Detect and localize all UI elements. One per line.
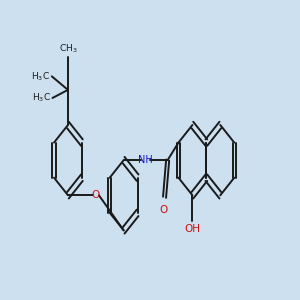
Text: CH$_3$: CH$_3$: [58, 42, 77, 55]
Text: H$_3$C: H$_3$C: [32, 92, 51, 104]
Text: NH: NH: [138, 155, 153, 165]
Text: H$_3$C: H$_3$C: [31, 70, 50, 82]
Text: O: O: [92, 190, 100, 200]
Text: O: O: [160, 206, 168, 215]
Text: OH: OH: [184, 224, 200, 234]
